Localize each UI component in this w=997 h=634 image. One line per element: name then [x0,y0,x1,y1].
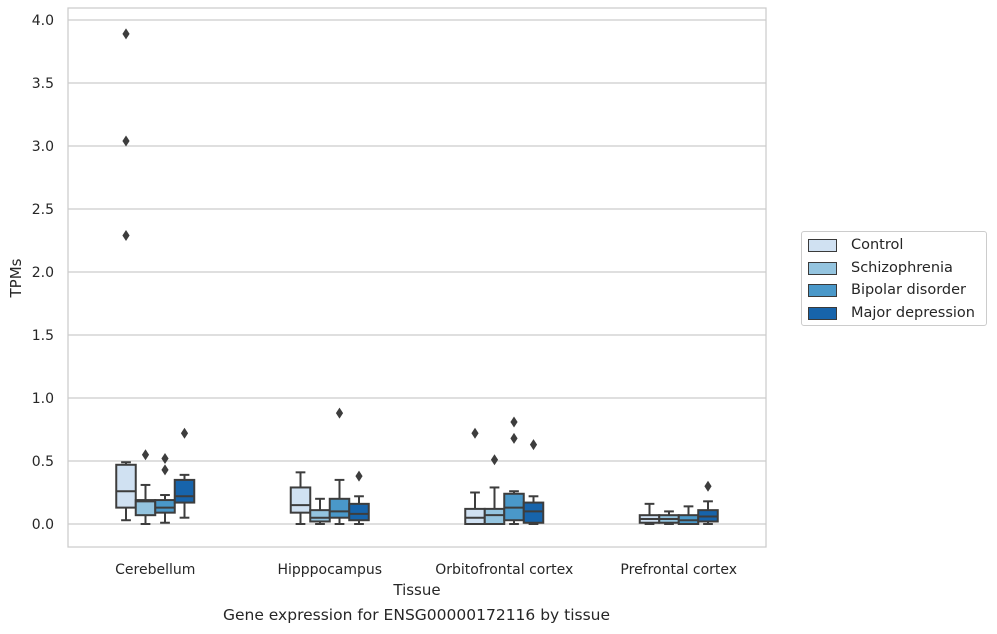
legend-item-schizophrenia: Schizophrenia [808,258,953,278]
box-iqr [348,502,370,522]
outlier-point [510,416,518,428]
outlier-point [161,464,169,476]
x-tick-label: Hipppocampus [277,562,382,578]
legend-label-control: Control [851,237,904,253]
y-tick-labels: 0.0 0.5 1.0 1.5 2.0 2.5 3.0 3.5 4.0 [32,13,54,533]
box-iqr [483,507,506,526]
outlier-point [122,229,130,241]
legend: Control Schizophrenia Bipolar disorder M… [801,231,987,326]
box-major-depression [522,439,545,525]
outlier-point [122,135,130,147]
y-tick-label: 1.5 [32,328,54,344]
chart-caption: Gene expression for ENSG00000172116 by t… [222,606,611,624]
legend-item-control: Control [808,235,903,255]
gridlines [68,19,766,525]
outlier-point [335,407,344,419]
x-tick-labels: Cerebellum Hipppocampus Orbitofrontal cort… [115,562,737,578]
legend-swatch-control [808,238,837,252]
legend-swatch-bipolar-disorder [808,283,837,297]
box-iqr [173,478,196,504]
box-schizophrenia [483,454,506,526]
y-tick-label: 1.0 [32,391,54,407]
y-tick-label: 2.0 [32,265,54,281]
box-iqr [464,507,486,526]
x-tick-label: Orbitofrontal cortex [435,562,573,578]
box-bipolar-disorder [328,407,351,525]
outlier-point [490,454,499,466]
box-iqr [522,501,545,524]
outlier-point [180,427,189,439]
box-bipolar-disorder [503,416,525,525]
x-axis-title: Tissue [392,581,440,599]
box-major-depression [348,470,370,525]
x-tick-label: Prefrontal cortex [620,562,737,578]
legend-item-major-depression: Major depression [808,303,975,323]
box-major-depression [697,480,719,525]
outlier-point [471,427,479,439]
legend-item-bipolar-disorder: Bipolar disorder [808,280,966,300]
box-bipolar-disorder [677,505,700,525]
y-tick-label: 4.0 [32,13,54,29]
box-control [464,427,486,526]
legend-label-schizophrenia: Schizophrenia [851,260,953,276]
legend-label-major-depression: Major depression [851,305,975,321]
outlier-point [704,480,712,492]
y-axis-title: TPMs [7,258,25,298]
outlier-point [161,452,169,464]
outlier-point [355,470,363,482]
outlier-point [510,432,518,444]
outlier-point [141,449,150,461]
legend-swatch-schizophrenia [808,261,837,275]
outlier-point [529,439,538,451]
x-tick-label: Cerebellum [115,562,195,578]
box-major-depression [173,427,196,519]
box-schizophrenia [134,449,157,525]
y-tick-label: 3.5 [32,76,54,92]
box-iqr [115,463,137,509]
box-schizophrenia [309,497,331,525]
legend-swatch-major-depression [808,306,837,320]
box-iqr [289,486,312,514]
y-tick-label: 0.0 [32,517,54,533]
box-control [115,28,137,522]
legend-label-bipolar-disorder: Bipolar disorder [851,282,966,298]
box-iqr [309,509,331,523]
box-bipolar-disorder [154,452,176,524]
box-control [289,471,312,525]
box-iqr [328,497,351,519]
outlier-point [122,28,130,40]
y-tick-label: 3.0 [32,139,54,155]
y-tick-label: 2.5 [32,202,54,218]
box-iqr [134,499,157,517]
plot-frame [67,7,767,548]
box-schizophrenia [658,510,680,525]
box-iqr [154,499,176,514]
box-control [638,502,661,525]
box-groups [115,28,719,526]
y-tick-label: 0.5 [32,454,54,470]
